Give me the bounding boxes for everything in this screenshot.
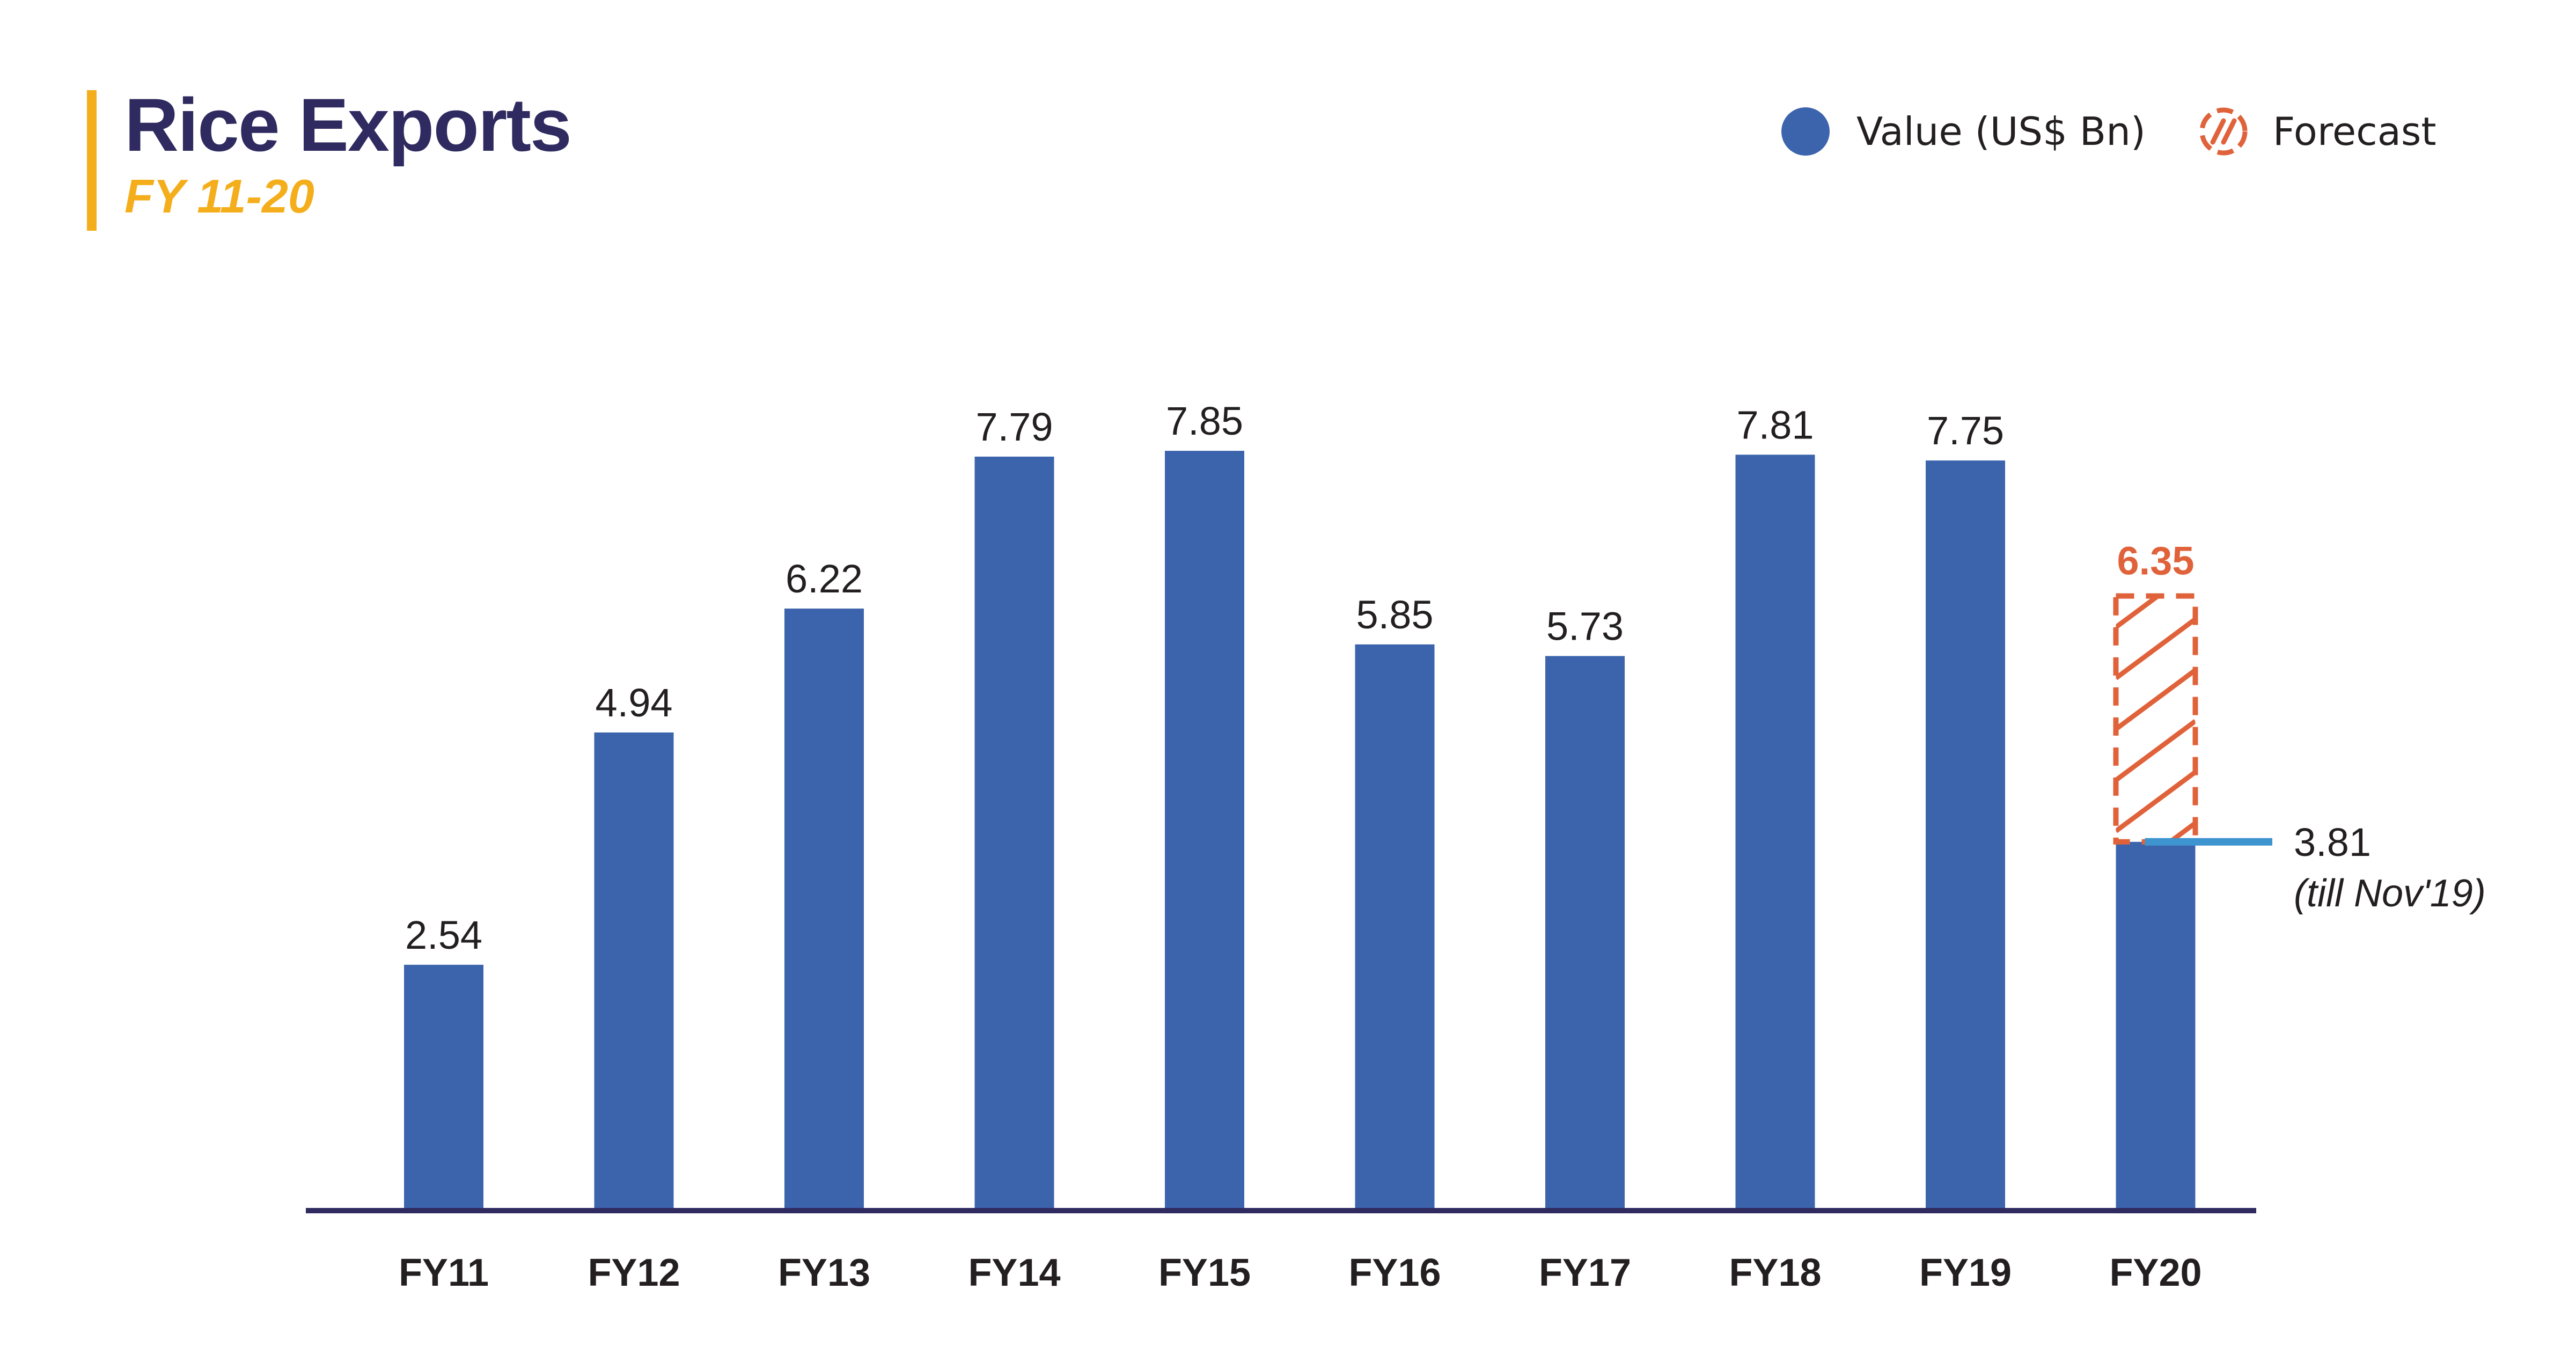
bar-fy11 (404, 964, 483, 1211)
circle-dot-icon (1781, 107, 1830, 156)
bar-fy19 (1926, 460, 2005, 1211)
x-tick-label-fy15: FY15 (1158, 1251, 1251, 1294)
data-label-fy18: 7.81 (1736, 402, 1814, 447)
data-label-fy12: 4.94 (595, 680, 672, 725)
annotation-note: (till Nov'19) (2294, 872, 2486, 915)
bar-fy17 (1545, 656, 1625, 1211)
legend-label-forecast: Forecast (2272, 109, 2436, 154)
bar-fy14 (974, 456, 1054, 1211)
bar-fy12 (594, 732, 674, 1211)
legend-item-value: Value (US$ Bn) (1781, 107, 2146, 156)
annotation-value: 3.81 (2294, 820, 2371, 865)
forecast-hatch-line (2116, 719, 2196, 782)
forecast-hatch-line (2116, 415, 2196, 474)
x-tick-label-fy20: FY20 (2109, 1251, 2201, 1294)
data-label-fy17: 5.73 (1546, 604, 1624, 648)
x-tick-label-fy11: FY11 (399, 1251, 489, 1294)
forecast-hatch-line (2116, 617, 2196, 680)
bar-fy13 (784, 609, 864, 1211)
x-tick-label-fy17: FY17 (1539, 1251, 1631, 1294)
hatch-icon (2199, 107, 2248, 156)
title-block: Rice Exports FY 11-20 (87, 85, 572, 231)
data-label-fy16: 5.85 (1356, 592, 1433, 637)
forecast-data-label: 6.35 (2117, 539, 2194, 583)
data-label-fy13: 6.22 (786, 556, 863, 601)
forecast-hatch-line (2116, 770, 2196, 833)
data-label-fy14: 7.79 (975, 405, 1053, 449)
chart-subtitle: FY 11-20 (124, 170, 314, 223)
chart-title: Rice Exports (124, 83, 572, 167)
legend: Value (US$ Bn) Forecast (1781, 102, 2436, 161)
data-label-fy19: 7.75 (1927, 408, 2004, 453)
bar-fy18 (1735, 455, 1815, 1211)
forecast-hatch-line (2116, 668, 2196, 731)
forecast-hatch-line (2166, 821, 2196, 842)
data-label-fy11: 2.54 (405, 913, 482, 957)
bar-fy16 (1355, 644, 1435, 1211)
data-label-fy15: 7.85 (1166, 399, 1243, 443)
x-tick-label-fy19: FY19 (1919, 1251, 2012, 1294)
x-tick-label-fy12: FY12 (588, 1251, 680, 1294)
bar-fy15 (1165, 451, 1244, 1211)
bar-fy20 (2116, 841, 2196, 1211)
legend-item-forecast: Forecast (2197, 105, 2436, 158)
x-tick-label-fy14: FY14 (968, 1251, 1060, 1294)
x-tick-label-fy18: FY18 (1729, 1251, 1821, 1294)
x-tick-label-fy13: FY13 (778, 1251, 870, 1294)
forecast-hatch-line (2116, 466, 2196, 525)
legend-label-value: Value (US$ Bn) (1856, 109, 2146, 154)
x-tick-label-fy16: FY16 (1348, 1251, 1441, 1294)
